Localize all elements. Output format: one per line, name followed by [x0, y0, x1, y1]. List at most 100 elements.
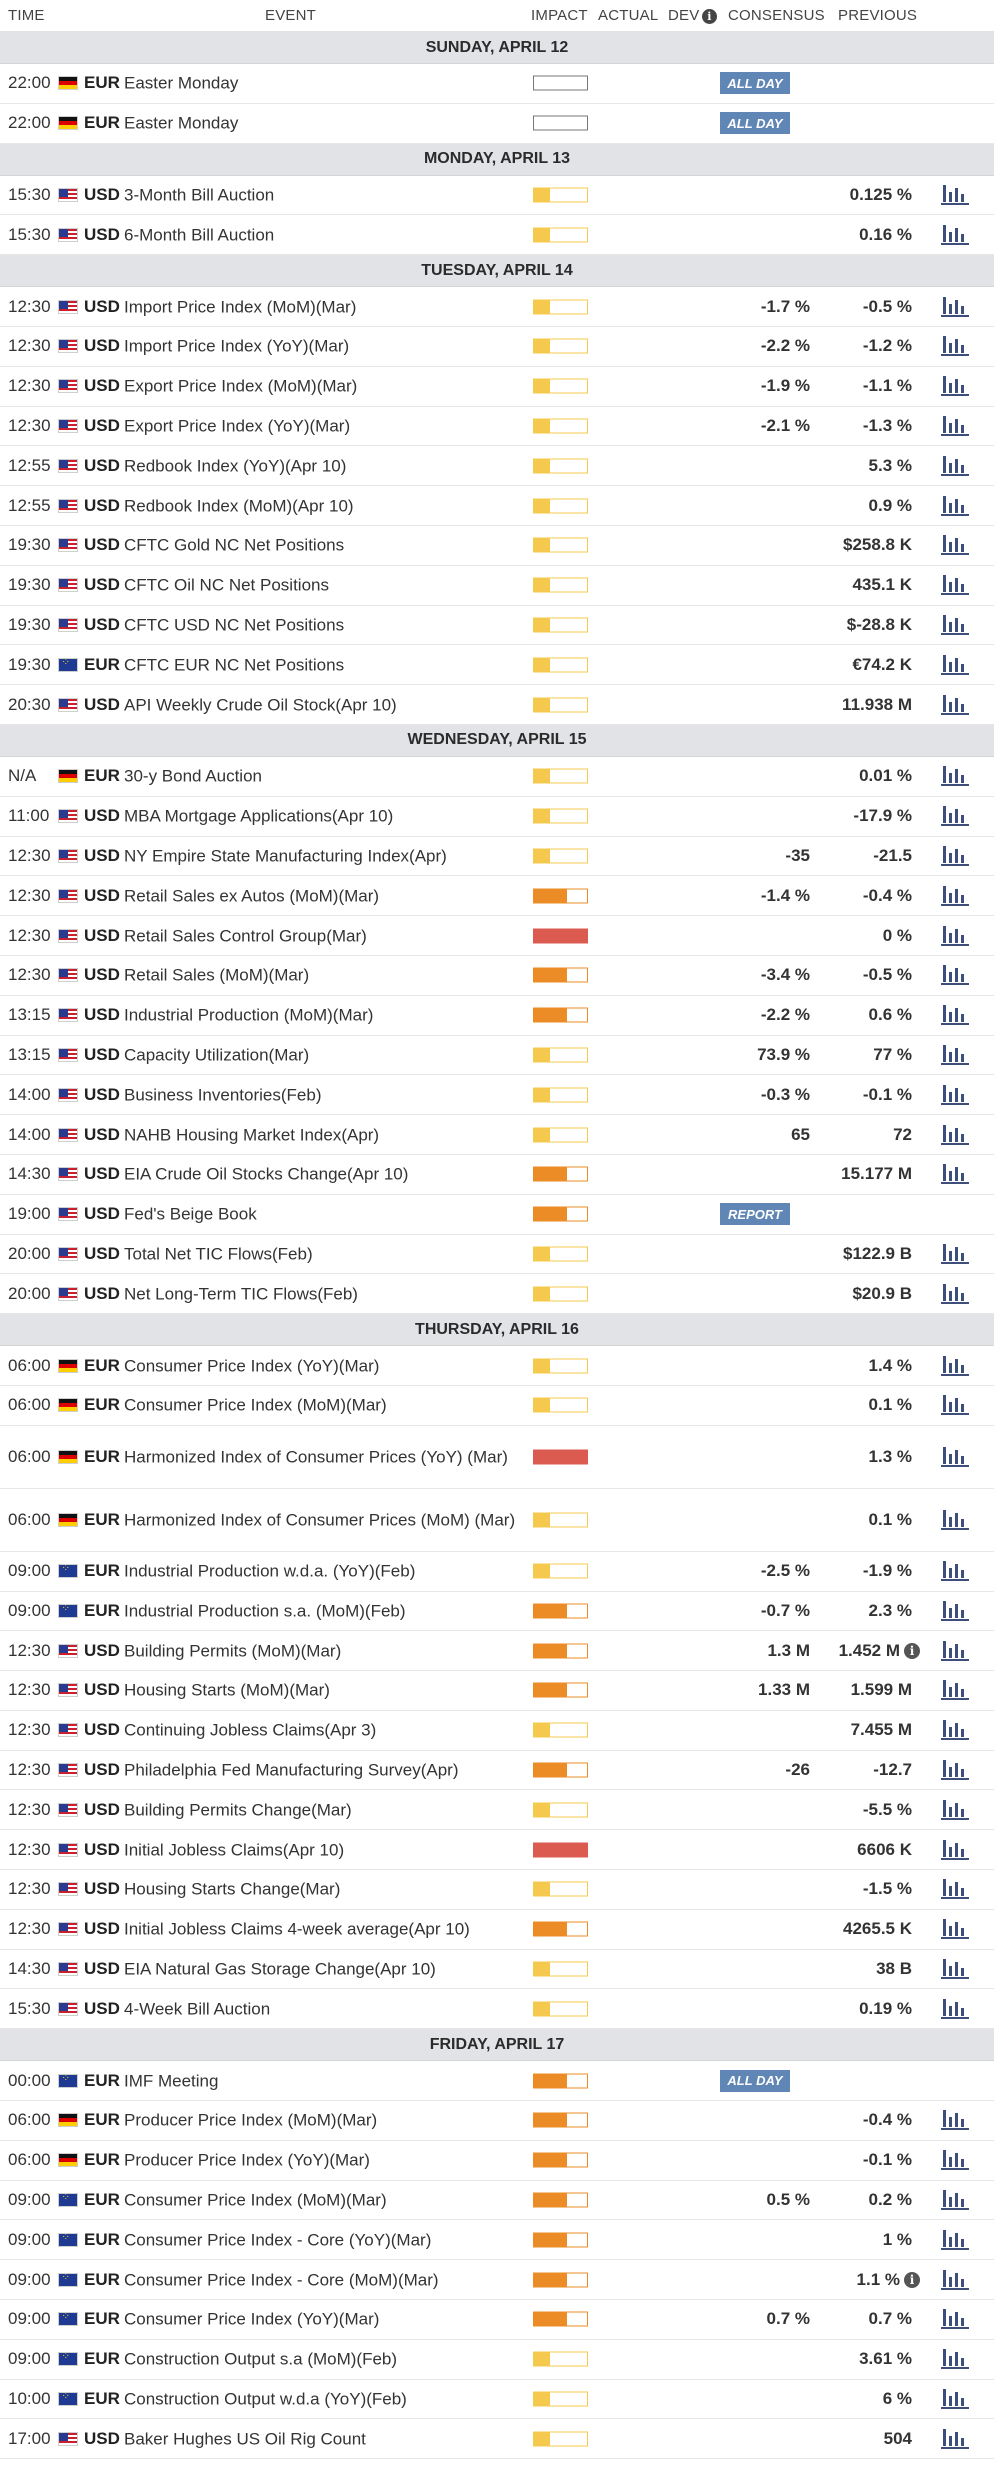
- event-row[interactable]: 13:15 USD Capacity Utilization(Mar) 73.9 % 7…: [0, 1035, 994, 1076]
- event-name[interactable]: Housing Starts (MoM)(Mar): [124, 1680, 330, 1700]
- event-name[interactable]: Housing Starts Change(Mar): [124, 1879, 341, 1899]
- bar-chart-icon[interactable]: [940, 2227, 972, 2253]
- event-name[interactable]: 6-Month Bill Auction: [124, 225, 275, 245]
- event-name[interactable]: Consumer Price Index (YoY)(Mar): [124, 1356, 380, 1375]
- event-row[interactable]: 11:00 USD MBA Mortgage Applications(Apr 10…: [0, 796, 994, 837]
- bar-chart-icon[interactable]: [940, 2267, 972, 2293]
- event-name[interactable]: Harmonized Index of Consumer Prices (YoY…: [124, 1447, 508, 1467]
- event-row[interactable]: 06:00 EUR Harmonized Index of Consumer Pri…: [0, 1488, 994, 1552]
- event-name[interactable]: Consumer Price Index (YoY)(Mar): [124, 2309, 380, 2329]
- event-name[interactable]: Import Price Index (MoM)(Mar): [124, 297, 357, 317]
- event-name[interactable]: Continuing Jobless Claims(Apr 3): [124, 1720, 377, 1740]
- event-name[interactable]: Easter Monday: [124, 113, 239, 133]
- bar-chart-icon[interactable]: [940, 333, 972, 359]
- event-row[interactable]: 12:30 USD Export Price Index (YoY)(Mar) -2.…: [0, 406, 994, 447]
- event-row[interactable]: 12:30 USD Building Permits (MoM)(Mar) 1.3 M…: [0, 1631, 994, 1672]
- event-name[interactable]: Baker Hughes US Oil Rig Count: [124, 2429, 366, 2449]
- event-name[interactable]: Industrial Production w.d.a. (YoY)(Feb): [124, 1561, 416, 1581]
- event-name[interactable]: Consumer Price Index (MoM)(Mar): [124, 1395, 387, 1415]
- event-name[interactable]: Total Net TIC Flows(Feb): [124, 1244, 313, 1264]
- event-name[interactable]: Capacity Utilization(Mar): [124, 1045, 310, 1065]
- event-row[interactable]: 20:30 USD API Weekly Crude Oil Stock(Apr 1…: [0, 685, 994, 725]
- bar-chart-icon[interactable]: [940, 1353, 972, 1379]
- bar-chart-icon[interactable]: [940, 1797, 972, 1823]
- header-time[interactable]: TIME: [8, 7, 45, 24]
- bar-chart-icon[interactable]: [940, 373, 972, 399]
- bar-chart-icon[interactable]: [940, 294, 972, 320]
- event-name[interactable]: EIA Crude Oil Stocks Change(Apr 10): [124, 1164, 409, 1184]
- event-name[interactable]: Building Permits Change(Mar): [124, 1800, 352, 1820]
- event-name[interactable]: NY Empire State Manufacturing Index(Apr): [124, 846, 447, 866]
- event-name[interactable]: Redbook Index (YoY)(Apr 10): [124, 456, 347, 476]
- event-row[interactable]: 12:30 USD Building Permits Change(Mar) -5.5…: [0, 1790, 994, 1831]
- bar-chart-icon[interactable]: [940, 2346, 972, 2372]
- event-name[interactable]: 4-Week Bill Auction: [124, 1999, 271, 2019]
- bar-chart-icon[interactable]: [940, 692, 972, 718]
- header-consensus[interactable]: CONSENSUS: [728, 7, 825, 24]
- event-row[interactable]: 12:30 USD Continuing Jobless Claims(Apr 3)…: [0, 1710, 994, 1751]
- event-row[interactable]: 17:00 USD Baker Hughes US Oil Rig Count 504: [0, 2419, 994, 2460]
- bar-chart-icon[interactable]: [940, 413, 972, 439]
- bar-chart-icon[interactable]: [940, 1002, 972, 1028]
- event-row[interactable]: 22:00 EUR Easter Monday ALL DAY: [0, 103, 994, 144]
- bar-chart-icon[interactable]: [940, 2426, 972, 2452]
- event-name[interactable]: Producer Price Index (YoY)(Mar): [124, 2150, 370, 2170]
- event-row[interactable]: 12:30 USD Import Price Index (MoM)(Mar) -1.…: [0, 287, 994, 327]
- event-row[interactable]: 12:30 USD NY Empire State Manufacturing In…: [0, 836, 994, 877]
- bar-chart-icon[interactable]: [940, 222, 972, 248]
- event-row[interactable]: N/A EUR 30-y Bond Auction 0.01 %: [0, 756, 994, 797]
- event-name[interactable]: CFTC Oil NC Net Positions: [124, 575, 329, 595]
- bar-chart-icon[interactable]: [940, 1837, 972, 1863]
- bar-chart-icon[interactable]: [940, 962, 972, 988]
- event-name[interactable]: CFTC EUR NC Net Positions: [124, 655, 345, 675]
- event-row[interactable]: 06:00 EUR Consumer Price Index (YoY)(Mar) 1…: [0, 1346, 994, 1386]
- event-name[interactable]: Philadelphia Fed Manufacturing Survey(Ap…: [124, 1760, 459, 1780]
- bar-chart-icon[interactable]: [940, 1241, 972, 1267]
- dev-info-icon[interactable]: i: [702, 9, 717, 24]
- event-row[interactable]: 20:00 USD Net Long-Term TIC Flows(Feb) $20.…: [0, 1274, 994, 1315]
- bar-chart-icon[interactable]: [940, 572, 972, 598]
- event-name[interactable]: CFTC Gold NC Net Positions: [124, 535, 345, 555]
- event-row[interactable]: 22:00 EUR Easter Monday ALL DAY: [0, 64, 994, 104]
- event-name[interactable]: Import Price Index (YoY)(Mar): [124, 336, 350, 356]
- bar-chart-icon[interactable]: [940, 1281, 972, 1307]
- bar-chart-icon[interactable]: [940, 2107, 972, 2133]
- header-previous[interactable]: PREVIOUS: [838, 7, 918, 24]
- event-row[interactable]: 15:30 USD 3-Month Bill Auction 0.125 %: [0, 175, 994, 216]
- event-row[interactable]: 19:30 USD CFTC Gold NC Net Positions $258.8…: [0, 525, 994, 566]
- bar-chart-icon[interactable]: [940, 1392, 972, 1418]
- event-name[interactable]: Producer Price Index (MoM)(Mar): [124, 2110, 378, 2130]
- event-row[interactable]: 12:55 USD Redbook Index (MoM)(Apr 10) 0.9 %: [0, 486, 994, 526]
- event-row[interactable]: 13:15 USD Industrial Production (MoM)(Mar)…: [0, 995, 994, 1036]
- event-name[interactable]: Redbook Index (MoM)(Apr 10): [124, 496, 354, 516]
- bar-chart-icon[interactable]: [940, 883, 972, 909]
- event-name[interactable]: Export Price Index (YoY)(Mar): [124, 416, 351, 436]
- event-row[interactable]: 12:30 USD Retail Sales ex Autos (MoM)(Mar)…: [0, 876, 994, 917]
- event-name[interactable]: EIA Natural Gas Storage Change(Apr 10): [124, 1959, 436, 1979]
- event-name[interactable]: Construction Output s.a (MoM)(Feb): [124, 2349, 398, 2369]
- event-row[interactable]: 14:30 USD EIA Crude Oil Stocks Change(Apr …: [0, 1154, 994, 1195]
- bar-chart-icon[interactable]: [940, 1122, 972, 1148]
- event-row[interactable]: 12:55 USD Redbook Index (YoY)(Apr 10) 5.3 %: [0, 446, 994, 487]
- event-name[interactable]: Consumer Price Index - Core (MoM)(Mar): [124, 2270, 439, 2290]
- header-actual[interactable]: ACTUAL: [598, 7, 659, 24]
- bar-chart-icon[interactable]: [940, 843, 972, 869]
- event-name[interactable]: Initial Jobless Claims(Apr 10): [124, 1840, 345, 1860]
- bar-chart-icon[interactable]: [940, 2306, 972, 2332]
- event-row[interactable]: 06:00 EUR Harmonized Index of Consumer Pri…: [0, 1425, 994, 1489]
- header-dev[interactable]: DEV: [668, 7, 700, 24]
- bar-chart-icon[interactable]: [940, 453, 972, 479]
- bar-chart-icon[interactable]: [940, 923, 972, 949]
- bar-chart-icon[interactable]: [940, 1082, 972, 1108]
- info-icon[interactable]: i: [904, 1642, 920, 1659]
- event-name[interactable]: IMF Meeting: [124, 2071, 219, 2091]
- event-row[interactable]: 12:30 USD Export Price Index (MoM)(Mar) -1.…: [0, 366, 994, 407]
- event-name[interactable]: Fed's Beige Book: [124, 1204, 257, 1224]
